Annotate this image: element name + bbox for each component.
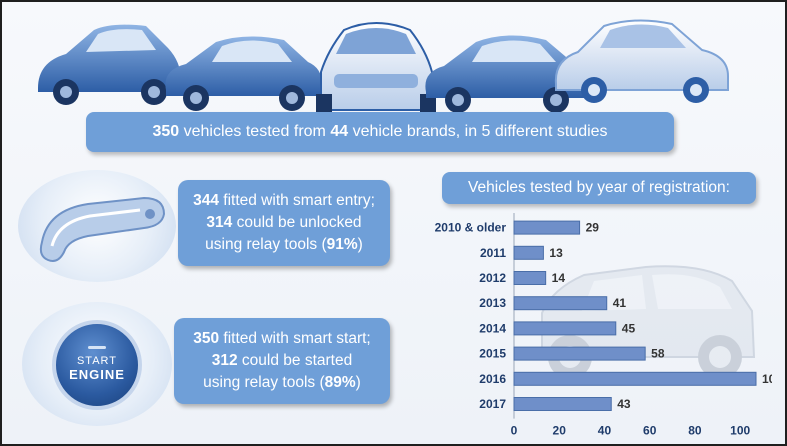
engine-label: ENGINE: [69, 367, 125, 382]
data-label: 107: [762, 372, 772, 386]
smart-start-line1: fitted with smart start;: [219, 330, 371, 347]
x-tick-label: 80: [688, 424, 702, 438]
smart-start-started-count: 312: [211, 352, 238, 369]
smart-entry-unlocked-count: 314: [206, 214, 233, 231]
bar: [513, 346, 646, 361]
x-tick-label: 40: [598, 424, 612, 438]
bar: [513, 245, 544, 260]
category-label: 2017: [479, 397, 506, 411]
smart-start-line2: could be started: [237, 352, 353, 369]
data-label: 58: [651, 347, 665, 361]
bar: [513, 296, 608, 311]
car-front-icon: [316, 22, 436, 116]
category-label: 2010 & older: [435, 221, 507, 235]
smart-entry-count: 344: [193, 192, 219, 209]
smart-entry-line3b: ): [357, 236, 363, 253]
data-label: 13: [549, 246, 563, 260]
vehicles-count: 350: [152, 123, 180, 140]
bar-chart: 2010 & older 29 2011 13 2012 14 2013 41 2014 45 20…: [435, 213, 772, 438]
start-engine-button-face: START ENGINE: [52, 320, 142, 410]
data-label: 41: [613, 296, 627, 310]
category-label: 2012: [479, 271, 506, 285]
car-hatchback-icon: [38, 24, 181, 105]
start-engine-button-icon: START ENGINE: [22, 302, 172, 426]
category-label: 2014: [479, 321, 506, 335]
smart-entry-pct: 91%: [326, 236, 358, 253]
category-label: 2015: [479, 347, 506, 361]
category-label: 2016: [479, 372, 506, 386]
car-sedan-icon: [554, 19, 729, 103]
bar: [513, 371, 757, 386]
car-door-handle-icon: [18, 170, 176, 282]
car-sedan-icon: [425, 35, 590, 113]
smart-entry-line2: could be unlocked: [232, 214, 362, 231]
category-label: 2013: [479, 296, 506, 310]
x-tick-label: 100: [730, 424, 750, 438]
category-label: 2011: [480, 246, 506, 260]
bar: [513, 321, 617, 336]
bar: [513, 271, 547, 285]
data-label: 45: [622, 321, 636, 335]
banner-text-a: vehicles tested from: [179, 123, 331, 140]
bar: [513, 220, 581, 235]
smart-start-count: 350: [193, 330, 220, 347]
chart-title: Vehicles tested by year of registration:: [442, 172, 756, 204]
smart-start-line3a: using relay tools (: [203, 374, 325, 391]
smart-start-box: 350 fitted with smart start; 312 could b…: [174, 318, 390, 404]
x-tick-label: 20: [553, 424, 567, 438]
brands-count: 44: [330, 123, 349, 140]
bar: [513, 397, 612, 411]
data-label: 29: [586, 221, 600, 235]
smart-start-pct: 89%: [324, 374, 356, 391]
x-tick-label: 60: [643, 424, 657, 438]
start-label: START: [76, 355, 118, 367]
smart-entry-line1: fitted with smart entry;: [218, 192, 375, 209]
smart-start-line3b: ): [355, 374, 361, 391]
vehicles-illustration: [38, 19, 729, 116]
data-label: 43: [617, 397, 631, 411]
car-sedan-icon: [165, 36, 322, 111]
data-label: 14: [552, 271, 566, 285]
banner-text-b: vehicle brands, in 5 different studies: [348, 123, 608, 140]
x-tick-label: 0: [511, 424, 518, 438]
smart-entry-line3a: using relay tools (: [205, 236, 327, 253]
summary-banner: 350 vehicles tested from 44 vehicle bran…: [86, 112, 674, 152]
smart-entry-box: 344 fitted with smart entry; 314 could b…: [178, 180, 390, 266]
